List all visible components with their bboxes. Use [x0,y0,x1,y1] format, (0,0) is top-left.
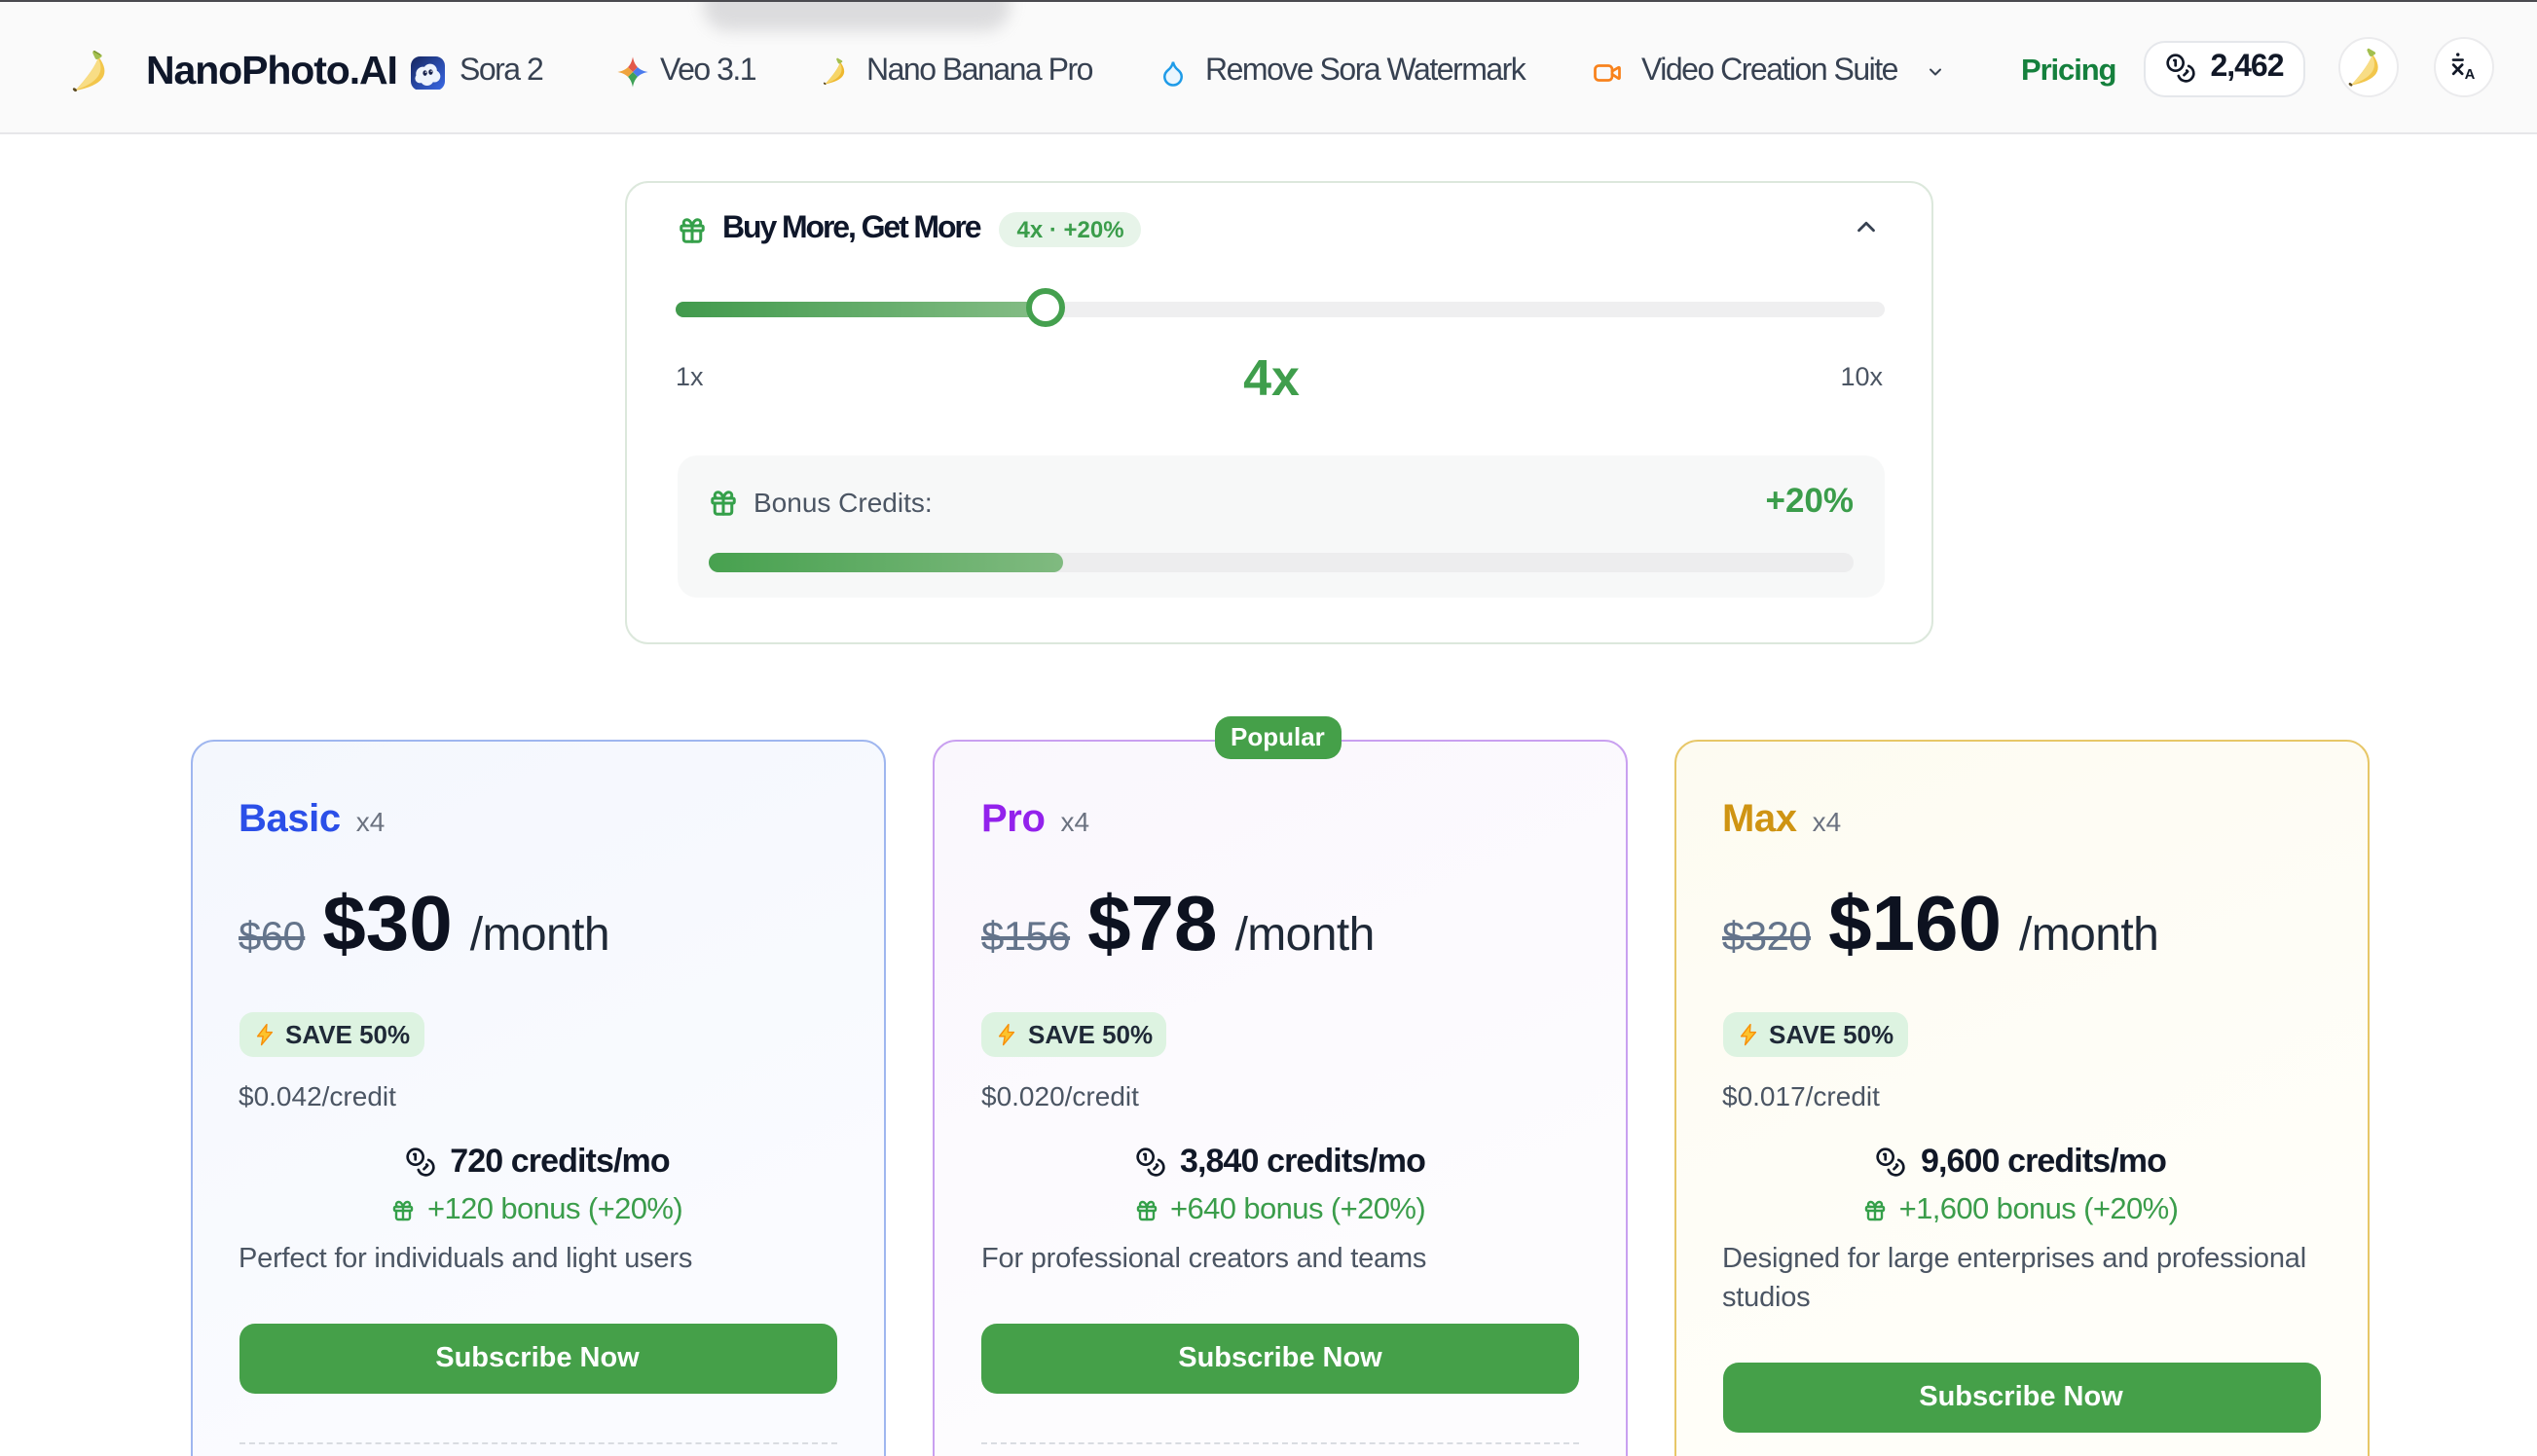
svg-text:A: A [2464,68,2475,84]
